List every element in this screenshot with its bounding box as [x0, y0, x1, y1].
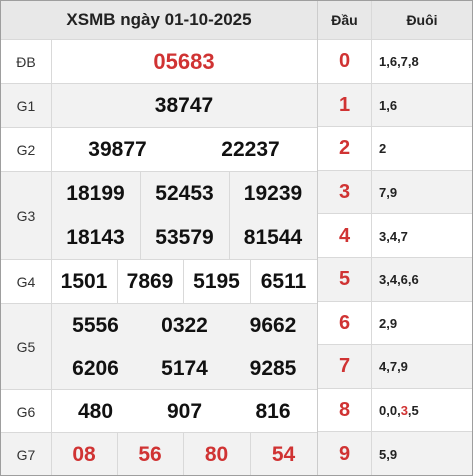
prize-7-number: 56: [138, 442, 162, 466]
tail-digits: 3,4,6,6: [379, 272, 419, 288]
tail-digits: 7,9: [379, 185, 398, 201]
row-prize-1: G1 38747: [1, 83, 317, 128]
head-digit: 0: [338, 50, 351, 73]
tail-digits-pre: 0,0,: [379, 403, 401, 419]
tail-digit-highlight: 3: [400, 403, 408, 419]
prize-3-number: 52453: [155, 182, 214, 205]
tail-digits: 0,0, 3,5: [379, 389, 419, 433]
head-digit: 2: [338, 137, 351, 160]
prize-5-number: 6206: [72, 356, 119, 380]
head-digit: 3: [338, 181, 351, 204]
tail-column-header: Đuôi: [372, 1, 472, 39]
prize-5-number: 9662: [249, 313, 297, 337]
prize-label-g1: G1: [16, 98, 36, 114]
prize-2-number: 22237: [221, 138, 280, 161]
prize-6-number: 480: [77, 399, 114, 423]
tail-row: 3 7,9: [318, 169, 472, 215]
tail-digits: 1,6: [379, 97, 398, 113]
tail-row: 9 5,9: [318, 431, 472, 475]
head-digit: 5: [338, 268, 351, 291]
row-prize-2: G2 39877 22237: [1, 127, 317, 172]
column-divider: [371, 1, 372, 475]
prize-label-g4: G4: [16, 274, 36, 290]
prize-5-number: 9285: [249, 356, 297, 380]
prize-3-number: 53579: [155, 226, 214, 249]
prize-3-number: 18199: [66, 182, 125, 205]
prize-3-number: 81544: [243, 226, 303, 249]
tail-digits: 5,9: [379, 446, 398, 462]
prize-4-number: 6511: [260, 270, 307, 293]
special-prize-number: 05683: [153, 49, 215, 74]
row-prize-7: G7 08 56 80 54: [1, 432, 317, 475]
head-tail-table: Đầu Đuôi 0 1,6,7,8 1 1,6 2 2 3 7,9 4 3,4…: [318, 1, 472, 475]
prize-4-number: 7869: [126, 270, 174, 293]
prize-7-number: 54: [271, 442, 296, 466]
prize-label-g3: G3: [16, 208, 36, 224]
row-special-prize: ĐB 05683: [1, 39, 317, 84]
tail-row: 5 3,4,6,6: [318, 257, 472, 302]
row-prize-4: G4 1501 7869 5195 6511: [1, 259, 317, 304]
row-prize-3: G3 18199 52453 19239 18143 53579 81544: [1, 171, 317, 260]
tail-row: 2 2: [318, 126, 472, 171]
prize-3-number: 19239: [243, 182, 303, 205]
head-digit: 1: [338, 93, 351, 116]
tail-digits: 1,6,7,8: [379, 54, 419, 70]
prize-label-g7: G7: [16, 446, 36, 463]
head-digit: 9: [338, 442, 351, 465]
prize-label-g6: G6: [16, 403, 36, 420]
tail-row: 1 1,6: [318, 82, 472, 128]
tail-digits-post: ,5: [407, 403, 419, 419]
prize-5-number: 5174: [161, 356, 208, 380]
prize-label-g2: G2: [16, 142, 36, 158]
prize-4-number: 1501: [60, 270, 108, 293]
prize-6-number: 816: [255, 399, 291, 423]
head-digit: 8: [338, 399, 351, 422]
tail-row: 8 0,0, 3,5: [318, 387, 472, 433]
tail-digits: 2,9: [379, 315, 398, 331]
prize-label-db: ĐB: [16, 54, 36, 70]
prize-label-g5: G5: [16, 339, 36, 355]
tail-digits: 4,7,9: [379, 359, 408, 375]
results-table: XSMB ngày 01-10-2025 ĐB 05683 G1 38747 G…: [1, 1, 318, 475]
prize-7-number: 80: [204, 442, 229, 466]
head-digit: 6: [338, 311, 351, 334]
head-column-header: Đầu: [318, 1, 371, 39]
tail-digits: 3,4,7: [379, 228, 408, 244]
prize-7-number: 08: [72, 442, 96, 466]
head-digit: 7: [338, 355, 351, 378]
tail-digits: 2: [379, 141, 387, 157]
prize-6-number: 907: [166, 399, 203, 423]
prize-1-number: 38747: [154, 94, 214, 117]
prize-2-number: 39877: [88, 138, 147, 161]
tail-row: 0 1,6,7,8: [318, 39, 472, 84]
row-prize-5: G5 5556 0322 9662 6206 5174 9285: [1, 303, 317, 390]
prize-5-number: 5556: [72, 313, 119, 337]
prize-3-number: 18143: [66, 226, 125, 249]
head-digit: 4: [338, 224, 351, 247]
prize-5-number: 0322: [161, 313, 208, 337]
row-prize-6: G6 480 907 816: [1, 389, 317, 433]
tail-row: 7 4,7,9: [318, 344, 472, 389]
tail-row: 6 2,9: [318, 300, 472, 346]
tail-row: 4 3,4,7: [318, 213, 472, 258]
prize-4-number: 5195: [193, 270, 240, 293]
results-title: XSMB ngày 01-10-2025: [1, 1, 317, 39]
